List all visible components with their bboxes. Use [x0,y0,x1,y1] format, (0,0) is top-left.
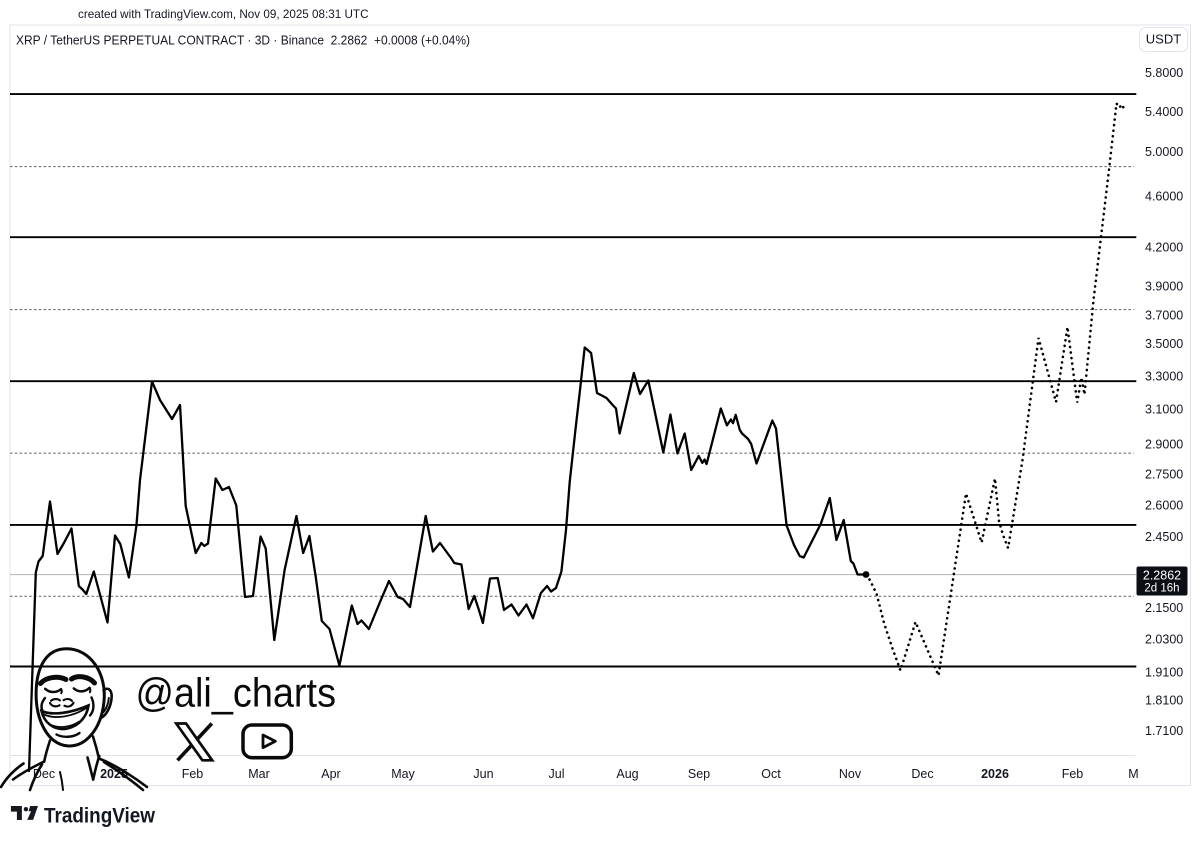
svg-text:Oct: Oct [761,767,781,781]
svg-text:created with TradingView.com,: created with TradingView.com, Nov 09, 20… [78,7,369,21]
svg-text:5.0000: 5.0000 [1145,145,1183,159]
svg-text:3.5000: 3.5000 [1145,337,1183,351]
svg-text:Jun: Jun [473,767,493,781]
svg-text:1.8100: 1.8100 [1145,693,1183,707]
svg-text:2.2862: 2.2862 [1143,568,1181,582]
svg-text:USDT: USDT [1146,32,1181,47]
svg-text:Jul: Jul [549,767,565,781]
svg-text:4.2000: 4.2000 [1145,240,1183,254]
svg-text:2.6000: 2.6000 [1145,498,1183,512]
svg-text:May: May [391,767,415,781]
svg-text:Apr: Apr [321,767,340,781]
svg-text:2.7500: 2.7500 [1145,468,1183,482]
svg-text:1.9100: 1.9100 [1145,666,1183,680]
svg-text:2.9000: 2.9000 [1145,438,1183,452]
svg-text:3.9000: 3.9000 [1145,280,1183,294]
svg-text:Feb: Feb [182,767,204,781]
svg-text:XRP / TetherUS PERPETUAL CONTR: XRP / TetherUS PERPETUAL CONTRACT · 3D ·… [16,33,470,48]
svg-text:TradingView: TradingView [44,804,155,828]
svg-text:Nov: Nov [839,767,862,781]
svg-text:Aug: Aug [616,767,638,781]
svg-text:2d 16h: 2d 16h [1144,583,1179,595]
svg-text:2.4500: 2.4500 [1145,530,1183,544]
svg-text:@ali_charts: @ali_charts [136,670,337,716]
svg-text:3.1000: 3.1000 [1145,403,1183,417]
svg-text:M: M [1128,767,1138,781]
svg-text:5.8000: 5.8000 [1145,66,1183,80]
svg-text:2026: 2026 [981,767,1009,781]
svg-text:Sep: Sep [688,767,710,781]
svg-text:4.6000: 4.6000 [1145,189,1183,203]
svg-text:3.3000: 3.3000 [1145,370,1183,384]
svg-text:Mar: Mar [248,767,270,781]
svg-text:5.4000: 5.4000 [1145,105,1183,119]
svg-text:Dec: Dec [911,767,933,781]
svg-text:1.7100: 1.7100 [1145,724,1183,738]
svg-text:2.1500: 2.1500 [1145,601,1183,615]
svg-text:Feb: Feb [1062,767,1084,781]
svg-text:2.0300: 2.0300 [1145,633,1183,647]
svg-text:3.7000: 3.7000 [1145,309,1183,323]
